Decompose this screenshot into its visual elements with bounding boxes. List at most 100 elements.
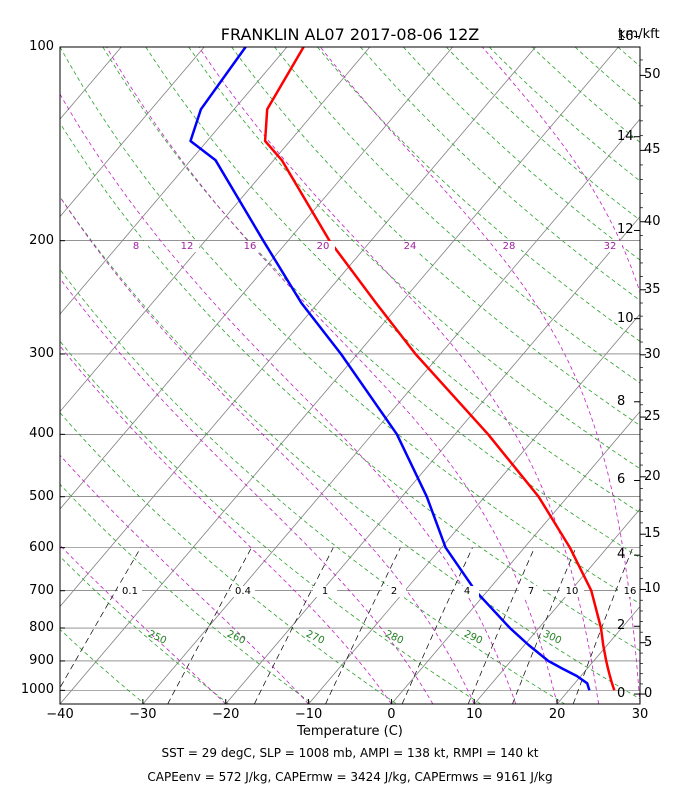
kft-tick-label: 45 <box>644 142 661 158</box>
moist-adiabat-label: 8 <box>133 241 139 252</box>
dry-adiabat-line <box>445 47 640 221</box>
moist-adiabat-label: 12 <box>181 241 194 252</box>
moist-adiabat-line <box>60 544 226 704</box>
dry-adiabat-label: 290 <box>462 629 484 647</box>
dry-adiabat-line <box>60 196 640 700</box>
y-tick-label: 400 <box>29 426 54 442</box>
isotherm-line <box>473 508 640 704</box>
dry-adiabat-line <box>60 628 145 704</box>
dry-adiabat-line <box>60 702 61 704</box>
km-tick-label: 4 <box>617 547 626 563</box>
dry-adiabat-line <box>60 483 313 704</box>
mixing-ratio-line <box>401 547 473 704</box>
y-tick-label: 600 <box>29 539 54 555</box>
mixing-ratio-line <box>572 547 634 704</box>
x-tick-label: 0 <box>387 707 396 722</box>
mixing-ratio-line <box>167 547 252 704</box>
mixing-ratio-line <box>325 547 401 704</box>
dry-adiabat-line <box>60 555 229 704</box>
kft-tick-label: 30 <box>644 346 661 362</box>
kft-tick-label: 5 <box>644 634 653 650</box>
y-tick-label: 800 <box>29 620 54 636</box>
moist-adiabat-line <box>60 93 517 704</box>
dry-adiabat-line <box>574 47 640 105</box>
dry-adiabat-line <box>102 47 640 559</box>
moist-adiabat-line <box>60 345 392 704</box>
x-tick-label: −40 <box>46 707 74 722</box>
y-tick-label: 700 <box>29 582 54 598</box>
km-kft-unit-label: km/kft <box>618 27 660 42</box>
km-tick-label: 8 <box>617 393 626 409</box>
moist-adiabat-line <box>60 454 309 704</box>
km-tick-label: 16 <box>617 28 634 44</box>
kft-tick-label: 10 <box>644 581 661 597</box>
mixing-ratio-label: 10 <box>566 586 579 597</box>
dry-adiabat-label: 250 <box>146 629 168 647</box>
moist-adiabat-line <box>198 47 599 704</box>
dry-adiabat-line <box>145 47 640 514</box>
y-tick-label: 300 <box>29 345 54 361</box>
dry-adiabat-line <box>60 122 640 652</box>
kft-tick-label: 35 <box>644 281 661 297</box>
dry-adiabat-line <box>531 47 640 143</box>
dry-adiabat-line <box>60 340 482 704</box>
y-tick-label: 500 <box>29 488 54 504</box>
km-tick-label: 12 <box>617 222 634 238</box>
kft-tick-label: 0 <box>644 686 653 702</box>
mixing-ratio-label: 2 <box>391 586 397 597</box>
dewpoint-profile-line <box>189 47 591 691</box>
mixing-ratio-label: 4 <box>464 586 470 597</box>
isotherm-line <box>0 47 38 704</box>
km-tick-label: 14 <box>617 128 634 144</box>
footer-line-2: CAPEenv = 572 J/kg, CAPErmw = 3424 J/kg,… <box>147 770 553 784</box>
footer-line-1: SST = 29 degC, SLP = 1008 mb, AMPI = 138… <box>161 746 539 760</box>
mixing-ratio-label: 0.4 <box>235 586 251 597</box>
moist-adiabat-label: 20 <box>317 241 330 252</box>
kft-tick-label: 40 <box>644 213 661 229</box>
dry-adiabat-line <box>274 47 640 384</box>
kft-tick-label: 20 <box>644 468 661 484</box>
moist-adiabat-label: 28 <box>503 241 516 252</box>
temperature-profile-line <box>263 47 616 691</box>
km-tick-label: 10 <box>617 310 634 326</box>
mixing-ratio-label: 1 <box>322 586 328 597</box>
x-tick-label: −10 <box>294 707 323 722</box>
mixing-ratio-label: 0.1 <box>122 586 138 597</box>
moist-adiabat-label: 32 <box>604 241 617 252</box>
plot-frame <box>59 46 641 705</box>
dry-adiabat-label: 270 <box>304 629 326 647</box>
dry-adiabat-line <box>60 268 566 704</box>
mixing-ratio-line <box>253 547 334 704</box>
y-tick-label: 200 <box>29 232 54 248</box>
dry-adiabat-label: 260 <box>225 629 247 647</box>
isotherm-line <box>60 47 619 704</box>
moist-adiabat-line <box>60 196 475 704</box>
moist-adiabat-line <box>320 47 640 704</box>
isotherm-line <box>60 47 454 510</box>
isotherm-line <box>308 313 640 704</box>
moist-adiabat-label: 24 <box>404 241 417 252</box>
x-tick-label: 30 <box>631 707 649 722</box>
mixing-ratio-label: 7 <box>528 586 534 597</box>
isotherm-line <box>60 47 205 218</box>
isotherm-line <box>391 410 640 704</box>
isotherm-line <box>556 605 640 704</box>
isotherm-line <box>60 47 371 413</box>
dry-adiabat-line <box>317 47 640 342</box>
x-tick-label: −30 <box>129 707 157 722</box>
mixing-ratio-line <box>60 547 142 689</box>
kft-tick-label: 50 <box>644 67 661 83</box>
x-axis-label: Temperature (C) <box>297 724 403 739</box>
kft-tick-label: 15 <box>644 526 661 542</box>
isotherm-line <box>60 47 536 608</box>
isotherm-line <box>142 118 640 704</box>
y-tick-label: 900 <box>29 652 54 668</box>
km-tick-label: 2 <box>617 618 626 634</box>
x-tick-label: 20 <box>548 707 566 722</box>
y-tick-label: 1000 <box>20 682 54 698</box>
dry-adiabat-line <box>60 412 397 704</box>
dry-adiabat-line <box>661 47 700 704</box>
km-tick-label: 6 <box>617 472 626 488</box>
